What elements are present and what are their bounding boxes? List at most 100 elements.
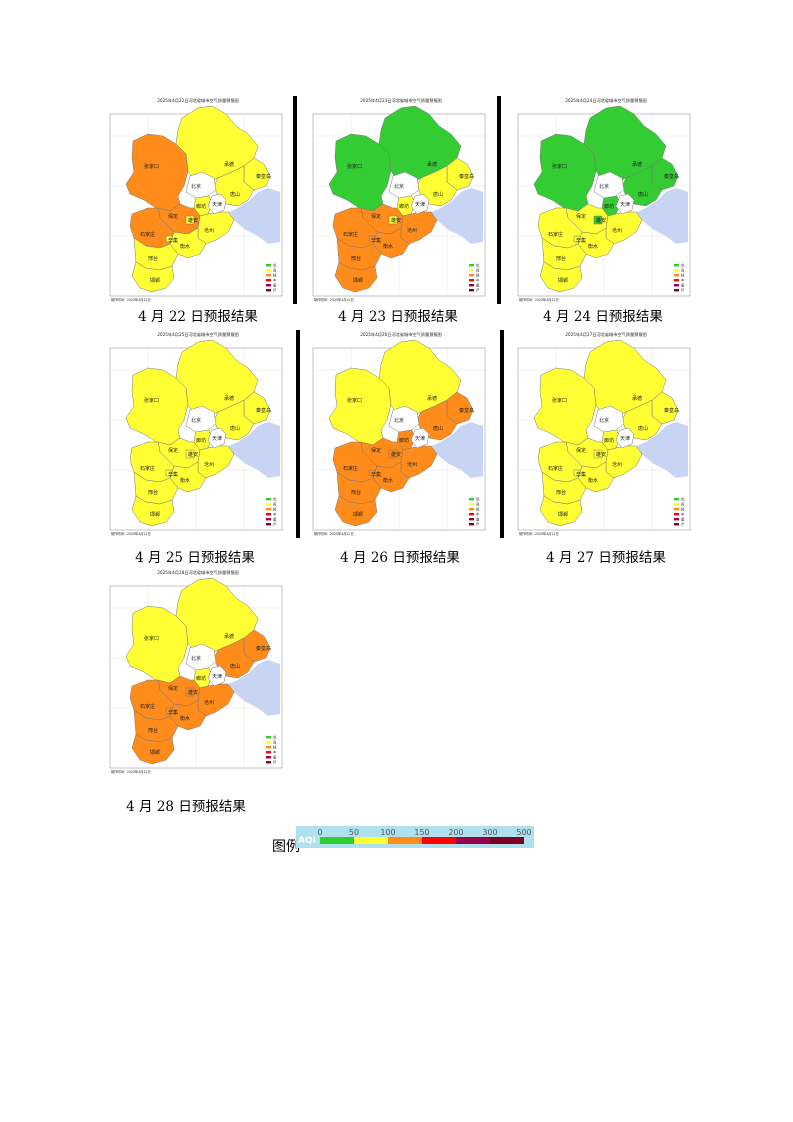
map-legend-label: 重 bbox=[476, 283, 480, 288]
map-legend-swatch bbox=[674, 508, 679, 511]
city-label-xj: 辛集 bbox=[576, 471, 586, 478]
map-legend-label: 轻 bbox=[681, 507, 685, 512]
region-tianjin bbox=[410, 427, 430, 449]
map-legend-label: 严 bbox=[476, 289, 480, 293]
map-legend-label: 中 bbox=[476, 278, 480, 283]
map-legend-label: 中 bbox=[273, 750, 277, 755]
panel-title: 2025年4月28日河北省城市空气质量预报图 bbox=[157, 569, 238, 576]
city-label-hs: 衡水 bbox=[588, 477, 598, 484]
map-legend-swatch bbox=[674, 264, 679, 267]
panel-title: 2025年4月24日河北省城市空气质量预报图 bbox=[565, 97, 646, 104]
city-label-cz: 沧州 bbox=[204, 227, 214, 234]
map-legend-swatch bbox=[266, 736, 271, 739]
map-panel-apr25: 2025年4月25日河北省城市空气质量预报图 张家口 承德 北京 天津 唐山 秦皇岛 保定 廊坊… bbox=[108, 330, 288, 540]
city-label-cz: 沧州 bbox=[612, 461, 622, 468]
city-label-sjz: 石家庄 bbox=[140, 231, 155, 238]
map-legend-swatch bbox=[266, 269, 271, 272]
map-legend-label: 良 bbox=[273, 502, 277, 507]
city-label-hs: 衡水 bbox=[180, 243, 190, 250]
map-legend-swatch bbox=[469, 289, 474, 292]
map-legend-swatch bbox=[266, 503, 271, 506]
city-label-bj: 北京 bbox=[599, 417, 609, 424]
panel-footer: 制作时间：2025年4月21日 bbox=[111, 769, 151, 774]
map-legend-swatch bbox=[674, 523, 679, 526]
map-legend-swatch bbox=[266, 518, 271, 521]
map-legend-label: 重 bbox=[681, 517, 685, 522]
city-label-qhd: 秦皇岛 bbox=[256, 407, 271, 414]
city-label-sjz: 石家庄 bbox=[343, 231, 358, 238]
map-legend-swatch bbox=[469, 503, 474, 506]
region-hd bbox=[131, 261, 175, 293]
region-beijing bbox=[185, 171, 217, 199]
caption-apr24: 4 月 24 日预报结果 bbox=[543, 309, 663, 325]
city-label-zjk: 张家口 bbox=[552, 397, 567, 404]
city-label-ts: 唐山 bbox=[230, 425, 240, 432]
city-label-xa: 雄安 bbox=[188, 451, 198, 458]
aqi-tick-label: 500 bbox=[516, 828, 531, 837]
map-legend-label: 优 bbox=[681, 497, 685, 502]
map-legend-label: 良 bbox=[681, 502, 685, 507]
region-ts bbox=[213, 637, 255, 679]
map-legend-label: 重 bbox=[476, 517, 480, 522]
map-legend-label: 严 bbox=[273, 523, 277, 527]
map-legend-label: 轻 bbox=[273, 745, 277, 750]
city-label-bj: 北京 bbox=[191, 183, 201, 190]
region-tianjin bbox=[615, 193, 635, 215]
city-label-tj: 天津 bbox=[212, 201, 222, 208]
map-legend-swatch bbox=[469, 518, 474, 521]
map-legend-label: 重 bbox=[273, 517, 277, 522]
region-ts bbox=[621, 165, 663, 207]
region-dz bbox=[165, 707, 173, 715]
city-label-xt: 邢台 bbox=[351, 489, 361, 496]
map-legend-label: 严 bbox=[273, 761, 277, 765]
city-label-qhd: 秦皇岛 bbox=[256, 645, 271, 652]
map-legend-label: 严 bbox=[476, 523, 480, 527]
panel-footer: 制作时间：2025年4月21日 bbox=[314, 297, 354, 302]
map-legend-swatch bbox=[469, 498, 474, 501]
caption-apr23: 4 月 23 日预报结果 bbox=[338, 309, 458, 325]
region-ts bbox=[621, 399, 663, 441]
map-legend-label: 良 bbox=[476, 502, 480, 507]
region-hd bbox=[539, 261, 583, 293]
city-label-lf: 廊坊 bbox=[604, 437, 614, 444]
city-label-xt: 邢台 bbox=[148, 489, 158, 496]
map-legend-label: 中 bbox=[681, 278, 685, 283]
region-xa bbox=[593, 215, 603, 225]
map-legend-label: 优 bbox=[681, 263, 685, 268]
city-label-hd: 邯郸 bbox=[558, 511, 568, 518]
region-beijing bbox=[593, 405, 625, 433]
city-label-ts: 唐山 bbox=[638, 191, 648, 198]
city-label-tj: 天津 bbox=[620, 435, 630, 442]
city-label-qhd: 秦皇岛 bbox=[459, 173, 474, 180]
map-legend-label: 严 bbox=[273, 289, 277, 293]
city-label-qhd: 秦皇岛 bbox=[664, 407, 679, 414]
city-label-cd: 承德 bbox=[427, 395, 437, 402]
map-legend-swatch bbox=[266, 284, 271, 287]
region-ts bbox=[416, 165, 458, 207]
map-legend-label: 良 bbox=[681, 268, 685, 273]
city-label-zjk: 张家口 bbox=[347, 163, 362, 170]
region-dz bbox=[165, 469, 173, 477]
panel-footer: 制作时间：2025年4月21日 bbox=[314, 531, 354, 536]
region-beijing bbox=[185, 643, 217, 671]
legend-label: 图例 bbox=[272, 839, 300, 855]
map-legend-swatch bbox=[266, 513, 271, 516]
aqi-tick-label: 50 bbox=[349, 828, 359, 837]
map-legend-swatch bbox=[469, 279, 474, 282]
map-legend-label: 中 bbox=[681, 512, 685, 517]
separator-bar bbox=[296, 330, 300, 538]
map-legend-label: 优 bbox=[273, 263, 277, 268]
map-legend-label: 中 bbox=[273, 278, 277, 283]
map-legend-swatch bbox=[469, 269, 474, 272]
map-legend-swatch bbox=[469, 264, 474, 267]
region-ts bbox=[416, 399, 458, 441]
city-label-tj: 天津 bbox=[212, 673, 222, 680]
region-beijing bbox=[388, 405, 420, 433]
city-label-xj: 辛集 bbox=[168, 237, 178, 244]
city-label-hs: 衡水 bbox=[180, 715, 190, 722]
region-beijing bbox=[185, 405, 217, 433]
city-label-ts: 唐山 bbox=[230, 191, 240, 198]
